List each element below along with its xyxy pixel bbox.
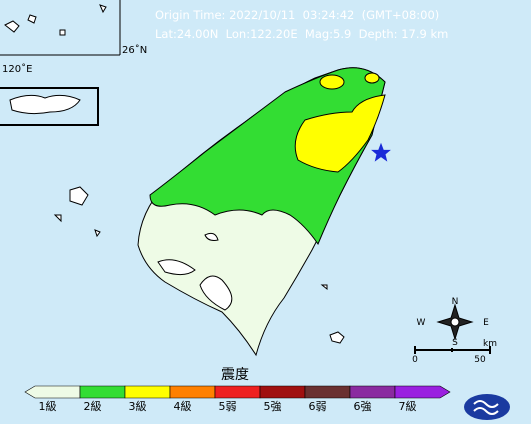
legend-label: 6弱 [309,400,327,413]
legend-swatch [79,385,126,399]
compass-north: N [452,297,459,307]
legend-label: 3級 [129,400,147,413]
legend-title: 震度 [221,367,249,383]
inset-frame [0,87,99,126]
compass-east: E [483,318,489,328]
legend-swatch [259,385,306,399]
compass [436,303,474,341]
longitude-label: 120˚E [2,63,32,75]
legend-swatch [124,385,171,399]
intensity-3-area [364,72,380,84]
scale-start: 0 [412,355,418,365]
legend-swatch [169,385,216,399]
legend-swatch [394,385,451,399]
legend-label: 7級 [399,400,417,413]
legend-label: 5強 [264,400,282,413]
compass-south: S [452,338,458,348]
intensity-1-patch [157,232,233,311]
islands [320,284,345,344]
legend-label: 1級 [39,400,57,413]
intensity-3-area [294,94,386,173]
legend-label: 2級 [84,400,102,413]
intensity-3-area [319,74,345,90]
legend-label: 4級 [174,400,192,413]
location-info: Lat:24.00N Lon:122.20E Mag:5.9 Depth: 17… [155,27,448,41]
scale-end: 50 [474,355,486,365]
legend-swatch [214,385,261,399]
legend-swatch [24,385,81,399]
epicenter [371,142,391,162]
legend: 1級 2級 3級 4級 5弱 5強 6弱 6強 7級 [24,385,451,413]
legend-swatch [349,385,396,399]
islands [4,4,107,238]
scale-unit: km [483,339,497,349]
scale-bar [414,346,491,354]
legend-swatch [304,385,351,399]
legend-label: 6強 [354,400,372,413]
legend-label: 5弱 [219,400,237,413]
island [9,94,81,115]
logo [464,394,510,420]
compass-west: W [417,318,426,328]
latitude-label: 26˚N [122,44,147,56]
intensity-2-area [149,67,386,246]
origin-time: Origin Time: 2022/10/11 03:24:42 (GMT+08… [155,8,439,22]
inset-frame [0,0,121,56]
